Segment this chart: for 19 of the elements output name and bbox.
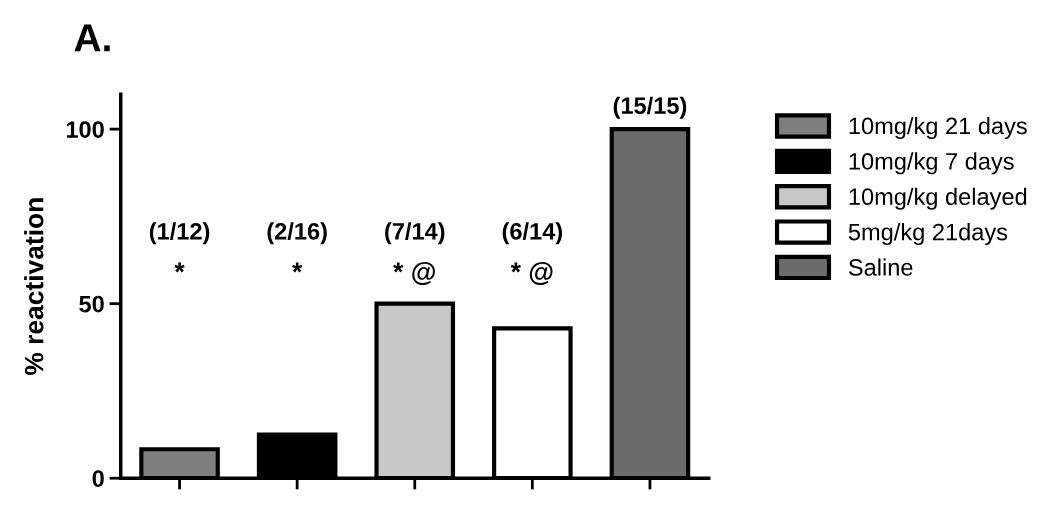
annotation: * [292, 262, 303, 273]
y-tick-label: 0 [92, 470, 104, 487]
legend-label: 10mg/kg delayed [849, 187, 1027, 210]
legend-label: Saline [848, 258, 913, 276]
y-tick-label: 100 [66, 121, 104, 138]
annotation: * @ [393, 262, 435, 285]
annotation: * @ [510, 262, 553, 285]
text: (6/14) [502, 222, 563, 245]
text: (7/14) [385, 222, 445, 245]
legend-label: 10mg/kg 7 days [849, 152, 1014, 175]
y-axis-title: % reactivation [24, 198, 44, 376]
legend-label: 10mg/kg 21 days [849, 117, 1027, 140]
text: (2/16) [267, 222, 327, 245]
text: (1/12) [149, 222, 210, 245]
legend-label: 5mg/kg 21days [848, 223, 1008, 246]
annotation: * [174, 262, 185, 273]
y-tick-label: 50 [79, 295, 104, 313]
text: (15/15) [613, 96, 687, 119]
chart-title: A. [74, 24, 110, 52]
